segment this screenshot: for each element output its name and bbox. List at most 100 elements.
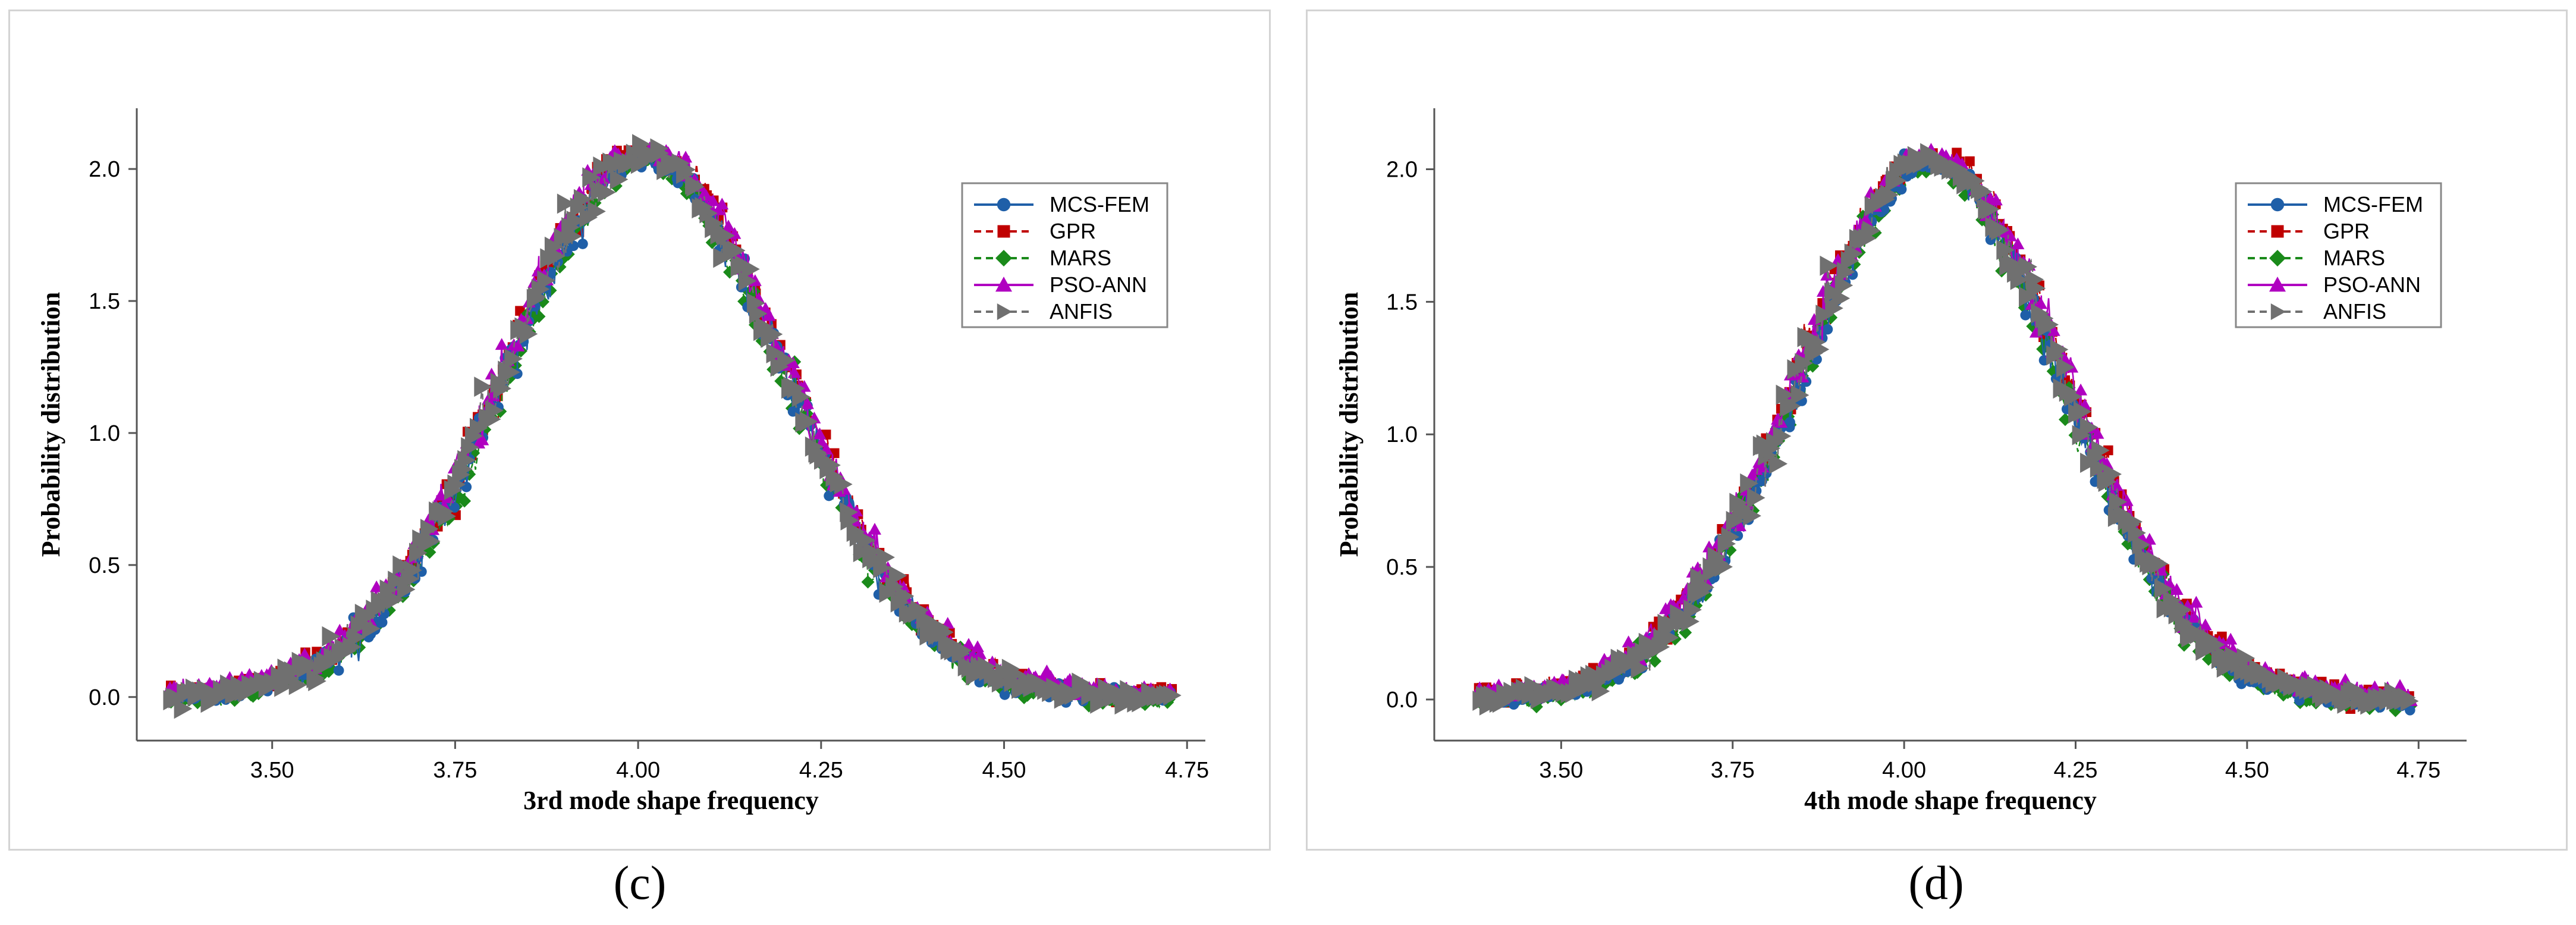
data-point-anfis-c xyxy=(598,182,616,203)
data-point-anfis-d xyxy=(1743,506,1761,526)
data-point-anfis-c xyxy=(308,671,326,692)
legend-label-gpr-d: GPR xyxy=(2323,219,2370,243)
data-point-anfis-d xyxy=(1795,353,1813,374)
data-point-anfis-d xyxy=(1815,305,1834,325)
data-point-anfis-c xyxy=(547,246,566,266)
data-point-anfis-d xyxy=(1844,243,1863,264)
data-point-anfis-d xyxy=(1726,510,1745,531)
data-point-anfis-c xyxy=(422,531,441,551)
chart-c: 3.50 3.75 4.00 4.25 4.50 4.75 0.0 0.5 1.0 1.5 2.0 3… xyxy=(36,108,1209,815)
data-point-anfis-c xyxy=(563,226,582,247)
data-point-pso-ann-c xyxy=(511,339,525,352)
data-point-anfis-c xyxy=(531,279,550,300)
legend-box-d xyxy=(2235,182,2442,328)
data-point-pso-ann-d xyxy=(1702,540,1716,553)
y-tick-label-d: 0.5 xyxy=(1386,555,1418,580)
data-point-anfis-c xyxy=(474,377,492,397)
data-point-pso-ann-c xyxy=(721,220,735,232)
legend-marker-pso-ann-d xyxy=(2269,277,2286,292)
data-point-anfis-c xyxy=(519,324,538,344)
x-tick-label-c: 3.50 xyxy=(250,758,294,783)
y-tick-label-c: 1.0 xyxy=(89,421,120,446)
data-point-anfis-d xyxy=(1996,240,2015,261)
data-point-anfis-d xyxy=(1811,339,1830,360)
y-tick-label-d: 2.0 xyxy=(1386,158,1418,183)
data-point-anfis-d xyxy=(2040,314,2059,335)
data-point-pso-ann-d xyxy=(1622,635,1635,648)
x-axis-title-d: 4th mode shape frequency xyxy=(1804,786,2097,815)
data-point-pso-ann-d xyxy=(2091,427,2104,439)
data-point-anfis-c xyxy=(537,270,555,291)
data-point-anfis-d xyxy=(2109,491,2128,512)
series-anfis-c xyxy=(163,134,1182,719)
data-point-pso-ann-d xyxy=(2189,595,2203,608)
legend-label-pso-ann-d: PSO-ANN xyxy=(2323,272,2421,297)
data-point-anfis-d xyxy=(2050,339,2069,360)
legend-marker-anfis-c xyxy=(997,303,1012,320)
data-point-pso-ann-d xyxy=(2393,679,2407,691)
data-point-anfis-c xyxy=(787,378,805,399)
data-point-anfis-d xyxy=(1683,600,1702,620)
data-point-anfis-d xyxy=(2207,634,2225,655)
data-point-pso-ann-d xyxy=(2011,237,2025,250)
data-point-pso-ann-c xyxy=(243,667,256,680)
series-anfis-d xyxy=(1472,143,2419,716)
data-point-anfis-c xyxy=(857,529,876,550)
chart-d: 3.50 3.75 4.00 4.25 4.50 4.75 0.0 0.5 1.0 1.5 2.0 4… xyxy=(1334,108,2467,815)
data-point-anfis-c xyxy=(174,698,193,719)
data-point-anfis-d xyxy=(1690,567,1708,588)
data-point-anfis-d xyxy=(2175,613,2193,634)
data-point-mcs-fem-d xyxy=(1896,184,1907,195)
data-point-anfis-c xyxy=(699,203,718,224)
data-point-pso-ann-d xyxy=(2198,618,2212,631)
x-tick-label-d: 4.25 xyxy=(2054,758,2098,783)
data-point-anfis-c xyxy=(840,510,859,531)
data-point-mcs-fem-d xyxy=(2294,695,2305,706)
data-point-anfis-d xyxy=(1974,181,1993,202)
legend-marker-mars-c xyxy=(995,250,1012,266)
data-point-pso-ann-d xyxy=(2034,297,2048,309)
y-tick-label-d: 0.0 xyxy=(1386,688,1418,713)
plot-area-c xyxy=(163,134,1182,719)
data-point-anfis-d xyxy=(1714,556,1733,577)
data-point-anfis-c xyxy=(1163,685,1182,705)
y-tick-label-d: 1.0 xyxy=(1386,422,1418,447)
data-point-pso-ann-c xyxy=(868,522,882,535)
legend-label-mars-d: MARS xyxy=(2323,246,2385,270)
data-point-anfis-d xyxy=(2400,691,2419,711)
data-point-anfis-c xyxy=(557,193,576,214)
legend-marker-anfis-d xyxy=(2270,303,2286,320)
legend-marker-mcs-fem-d xyxy=(2270,197,2285,212)
data-point-mcs-fem-d xyxy=(1785,417,1795,428)
data-point-anfis-c xyxy=(727,240,746,261)
data-point-anfis-c xyxy=(764,324,783,344)
data-point-pso-ann-c xyxy=(699,189,713,201)
data-point-pso-ann-d xyxy=(1676,592,1690,604)
data-point-anfis-c xyxy=(896,585,915,606)
x-tick-label-d: 4.50 xyxy=(2225,758,2269,783)
x-tick-label-d: 3.75 xyxy=(1711,758,1755,783)
data-point-anfis-c xyxy=(214,683,233,704)
data-point-anfis-c xyxy=(632,134,651,155)
data-point-pso-ann-d xyxy=(2004,229,2018,242)
data-point-anfis-c xyxy=(322,626,341,647)
data-point-mcs-fem-d xyxy=(2405,705,2415,716)
data-point-anfis-c xyxy=(588,201,606,222)
data-point-anfis-c xyxy=(953,640,972,661)
x-tick-label-d: 4.00 xyxy=(1882,758,1926,783)
y-tick-label-c: 0.5 xyxy=(89,553,120,578)
data-point-anfis-d xyxy=(1880,184,1899,205)
legend-label-anfis-d: ANFIS xyxy=(2323,299,2386,324)
data-point-anfis-d xyxy=(1696,577,1715,598)
data-point-anfis-c xyxy=(1064,684,1083,705)
data-point-anfis-c xyxy=(1114,694,1133,715)
data-point-pso-ann-c xyxy=(800,397,814,409)
data-point-anfis-c xyxy=(438,506,457,526)
x-tick-label-c: 4.75 xyxy=(1165,758,1209,783)
data-point-mcs-fem-d xyxy=(1878,204,1890,215)
data-point-anfis-c xyxy=(626,143,645,164)
legend-label-mcs-fem-c: MCS-FEM xyxy=(1050,192,1149,217)
data-point-anfis-c xyxy=(582,167,601,188)
